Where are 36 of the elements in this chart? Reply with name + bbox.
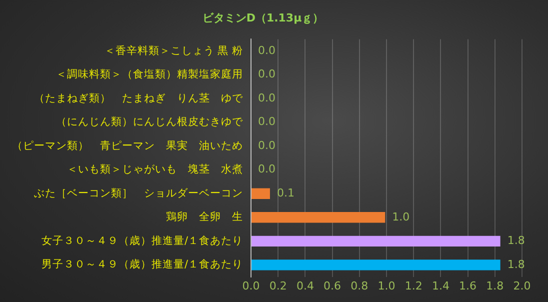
y-tick-label: 女子３０～４９（歳）推進量/１食あたり (41, 234, 243, 247)
x-tick-label: 1.6 (459, 279, 477, 292)
data-label: 0.0 (258, 68, 276, 81)
y-tick-label: ＜調味料類＞（食塩類）精製塩家庭用 (56, 68, 243, 81)
x-tick-label: 1.0 (378, 279, 396, 292)
x-tick-label: 0.4 (296, 279, 314, 292)
y-tick-label: ＜香辛料類＞こしょう 黒 粉 (104, 44, 243, 57)
chart-title: ビタミンD（1.13μｇ） (202, 11, 324, 24)
y-tick-label: 鶏卵 全卵 生 (166, 210, 243, 224)
data-label: 0.0 (258, 162, 276, 176)
x-tick-label: 0.2 (269, 279, 287, 292)
x-tick-label: 0.6 (324, 279, 342, 292)
data-label: 0.1 (276, 186, 294, 200)
bar (252, 260, 500, 270)
x-tick-label: 0.8 (350, 279, 368, 292)
x-tick-label: 1.4 (432, 279, 450, 292)
data-label: 1.8 (507, 258, 525, 271)
bar (252, 188, 270, 199)
x-tick-label: 2.0 (513, 279, 531, 292)
y-tick-label: （ピーマン類） 青ピーマン 果実 油いため (12, 138, 243, 152)
data-label: 0.0 (258, 44, 276, 57)
y-tick-label: 男子３０～４９（歳）推進量/１食あたり (41, 258, 243, 271)
data-label: 0.0 (258, 91, 276, 104)
data-label: 1.8 (507, 234, 525, 248)
x-tick-label: 0.0 (242, 279, 260, 292)
x-tick-label: 1.8 (486, 279, 504, 292)
data-label: 0.0 (258, 138, 276, 152)
data-label: 1.0 (392, 210, 410, 224)
y-tick-label: （たまねぎ類） たまねぎ りん茎 ゆで (34, 91, 244, 104)
y-tick-label: ぶた［ベーコン類］ ショルダーベーコン (34, 187, 243, 200)
data-label: 0.0 (258, 115, 276, 128)
x-tick-label: 1.2 (404, 279, 422, 292)
y-tick-label: （にんじん類）にんじん根皮むきゆで (56, 115, 244, 128)
bar (252, 236, 500, 247)
y-tick-label: ＜いも類＞じゃがいも 塊茎 水煮 (67, 162, 243, 176)
bar (252, 212, 386, 223)
